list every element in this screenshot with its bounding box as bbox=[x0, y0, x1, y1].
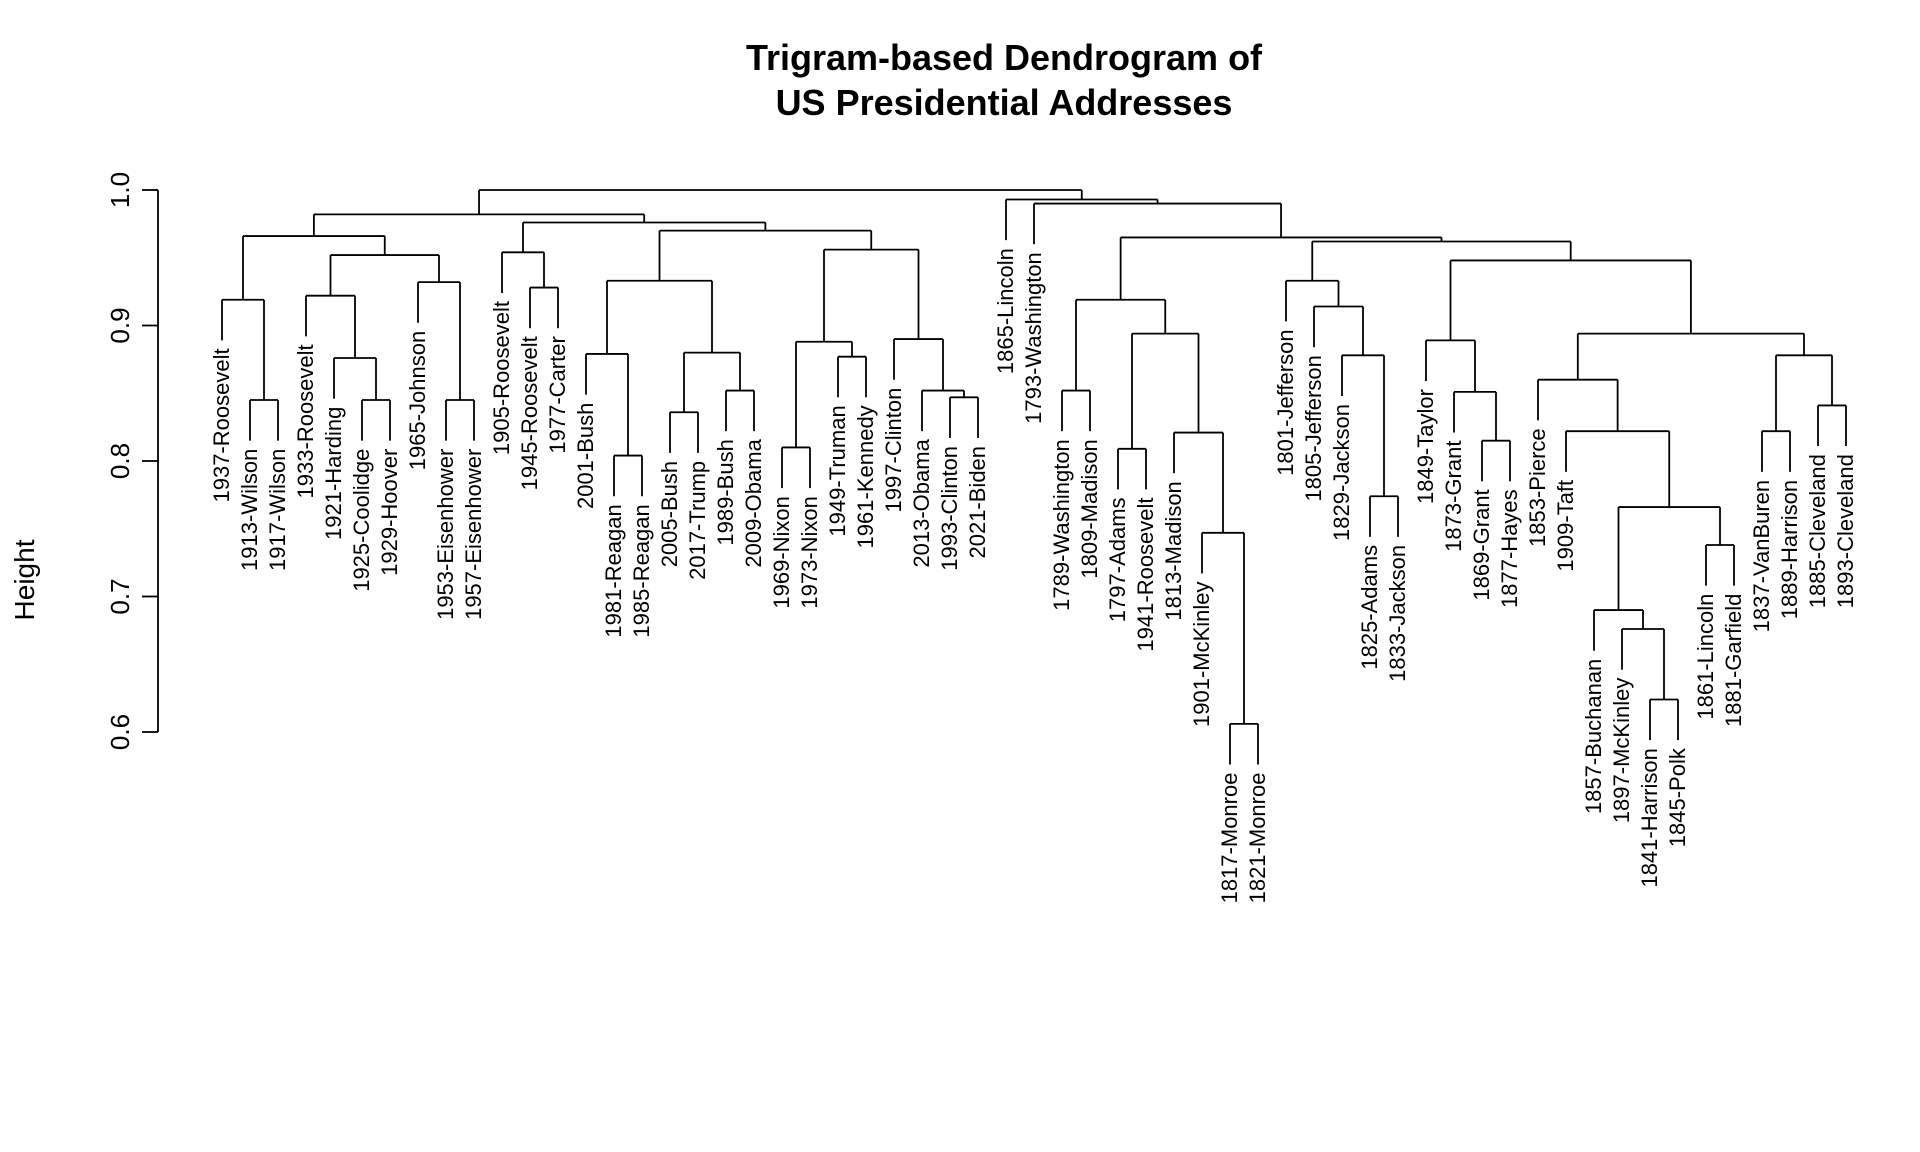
leaf-label: 1989-Bush bbox=[713, 439, 738, 545]
leaf-label: 2017-Trump bbox=[685, 461, 710, 580]
leaf-label: 1917-Wilson bbox=[265, 449, 290, 571]
leaf-label: 1953-Eisenhower bbox=[433, 449, 458, 620]
leaf-label: 1957-Eisenhower bbox=[461, 449, 486, 620]
dendrogram-branches bbox=[221, 189, 1847, 765]
leaf-label: 1813-Madison bbox=[1161, 481, 1186, 620]
leaf-label: 1941-Roosevelt bbox=[1133, 497, 1158, 651]
leaf-label: 1801-Jefferson bbox=[1273, 329, 1298, 475]
leaf-label: 2009-Obama bbox=[741, 438, 766, 567]
leaf-label: 1805-Jefferson bbox=[1301, 355, 1326, 501]
leaf-label: 1873-Grant bbox=[1441, 441, 1466, 552]
leaf-label: 1897-McKinley bbox=[1609, 678, 1634, 824]
leaf-label: 1937-Roosevelt bbox=[209, 348, 234, 502]
leaf-label: 1893-Cleveland bbox=[1833, 454, 1858, 608]
leaf-label: 2005-Bush bbox=[657, 461, 682, 567]
leaf-label: 1793-Washington bbox=[1021, 252, 1046, 424]
leaf-label: 1913-Wilson bbox=[237, 449, 262, 571]
leaf-label: 2013-Obama bbox=[909, 438, 934, 567]
leaf-label: 1997-Clinton bbox=[881, 388, 906, 513]
leaf-label: 1881-Garfield bbox=[1721, 594, 1746, 727]
leaf-label: 1837-VanBuren bbox=[1749, 480, 1774, 632]
leaf-label: 1885-Cleveland bbox=[1805, 454, 1830, 608]
leaf-label: 1973-Nixon bbox=[797, 496, 822, 609]
leaf-label: 1857-Buchanan bbox=[1581, 659, 1606, 814]
leaf-label: 1877-Hayes bbox=[1497, 489, 1522, 608]
y-axis-label: Height bbox=[9, 539, 40, 620]
leaf-label: 1961-Kennedy bbox=[853, 405, 878, 548]
leaf-label: 1965-Johnson bbox=[405, 331, 430, 470]
leaf-label: 1909-Taft bbox=[1553, 480, 1578, 572]
y-tick-label: 0.8 bbox=[105, 443, 135, 479]
leaf-label: 1985-Reagan bbox=[629, 504, 654, 637]
y-tick-label: 0.7 bbox=[105, 578, 135, 614]
leaf-label: 1861-Lincoln bbox=[1693, 594, 1718, 720]
leaf-label: 1901-McKinley bbox=[1189, 581, 1214, 727]
leaf-label: 1865-Lincoln bbox=[993, 248, 1018, 374]
leaf-label: 1921-Harding bbox=[321, 407, 346, 540]
leaf-label: 1949-Truman bbox=[825, 405, 850, 536]
leaf-label: 1929-Hoover bbox=[377, 449, 402, 576]
leaf-label: 1933-Roosevelt bbox=[293, 344, 318, 498]
leaf-label: 1977-Carter bbox=[545, 336, 570, 453]
leaf-label: 1789-Washington bbox=[1049, 439, 1074, 611]
leaf-label: 1853-Pierce bbox=[1525, 428, 1550, 547]
chart-title-line-2: US Presidential Addresses bbox=[776, 82, 1233, 123]
leaf-label: 1809-Madison bbox=[1077, 439, 1102, 578]
leaf-label: 1841-Harrison bbox=[1637, 748, 1662, 887]
y-tick-label: 1.0 bbox=[105, 172, 135, 208]
leaf-label: 1849-Taylor bbox=[1413, 389, 1438, 504]
leaf-label: 1817-Monroe bbox=[1217, 773, 1242, 904]
leaf-label: 1797-Adams bbox=[1105, 497, 1130, 622]
y-tick-label: 0.6 bbox=[105, 714, 135, 750]
y-tick-label: 0.9 bbox=[105, 307, 135, 343]
chart-title-line-1: Trigram-based Dendrogram of bbox=[746, 37, 1263, 78]
leaf-label: 2001-Bush bbox=[573, 403, 598, 509]
leaf-label: 1981-Reagan bbox=[601, 504, 626, 637]
leaf-label: 1889-Harrison bbox=[1777, 480, 1802, 619]
leaf-label: 1905-Roosevelt bbox=[489, 301, 514, 455]
leaf-label: 1993-Clinton bbox=[937, 446, 962, 571]
leaf-label: 1969-Nixon bbox=[769, 496, 794, 609]
leaf-label: 1821-Monroe bbox=[1245, 773, 1270, 904]
leaf-label: 1869-Grant bbox=[1469, 489, 1494, 600]
leaf-label: 1945-Roosevelt bbox=[517, 336, 542, 490]
leaf-label: 1833-Jackson bbox=[1385, 545, 1410, 682]
leaf-label: 2021-Biden bbox=[965, 446, 990, 559]
leaf-label: 1825-Adams bbox=[1357, 545, 1382, 670]
leaf-label: 1845-Polk bbox=[1665, 747, 1690, 847]
leaf-label: 1829-Jackson bbox=[1329, 404, 1354, 541]
y-axis: 0.6 0.7 0.8 0.9 1.0 bbox=[105, 172, 159, 750]
leaf-label: 1925-Coolidge bbox=[349, 449, 374, 592]
